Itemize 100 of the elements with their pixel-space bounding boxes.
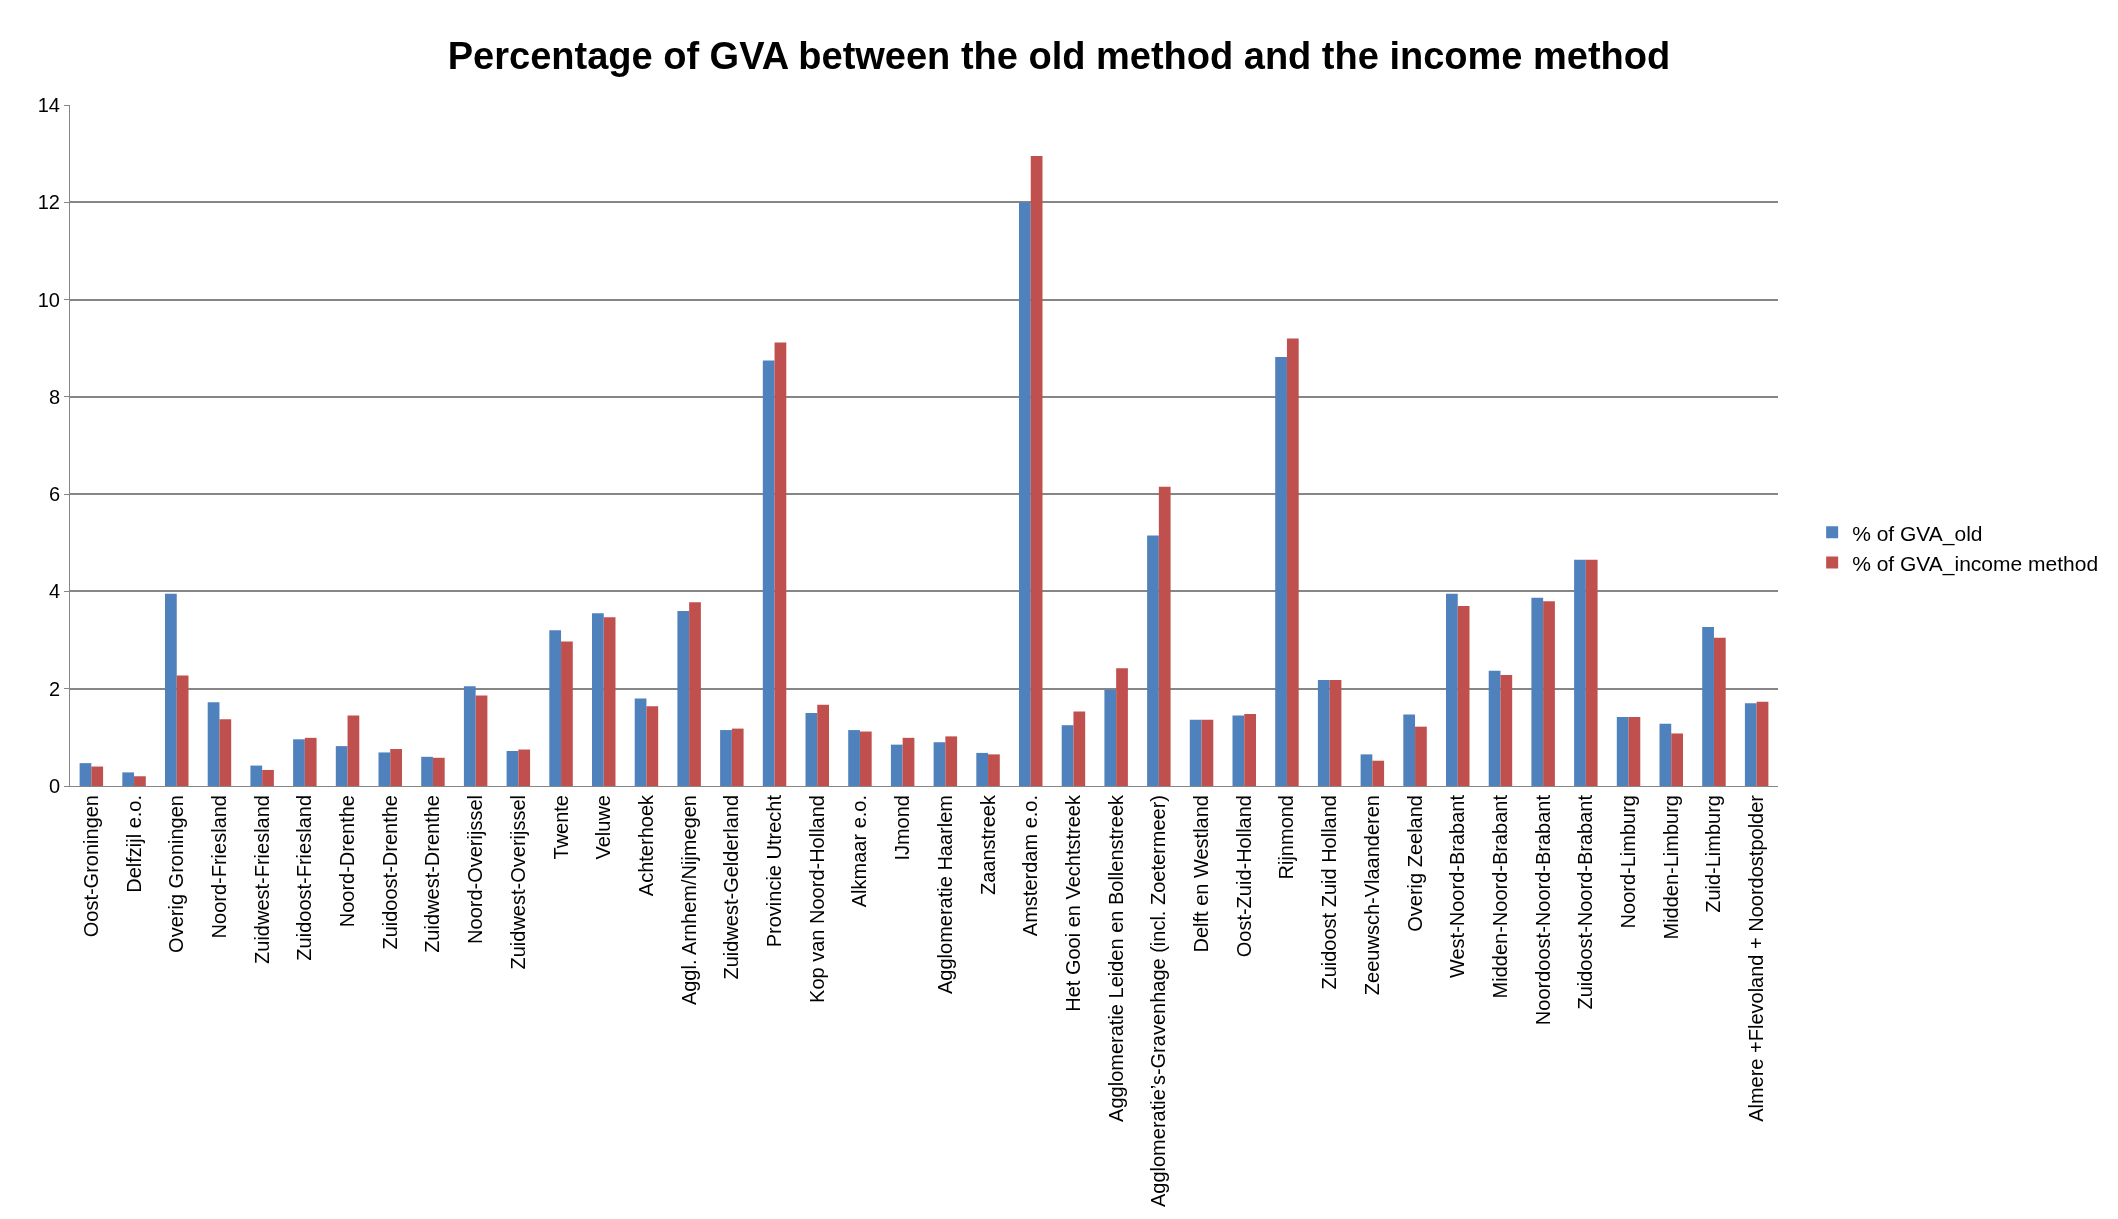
- y-tick-label: 4: [48, 580, 60, 603]
- bar: [219, 719, 232, 786]
- bar: [176, 675, 189, 786]
- bar: [592, 613, 604, 786]
- bar: [1756, 701, 1769, 786]
- bar: [945, 736, 958, 786]
- bar: [646, 706, 659, 786]
- bar: [1189, 719, 1202, 786]
- bar: [1457, 606, 1470, 786]
- bar: [1201, 719, 1214, 786]
- bar: [1574, 559, 1586, 786]
- bar: [1286, 338, 1299, 786]
- bar: [1531, 597, 1544, 786]
- bar: [677, 610, 690, 786]
- bar: [207, 702, 220, 786]
- bar: [91, 766, 104, 786]
- bar: [1147, 535, 1159, 786]
- bar: [250, 765, 263, 786]
- bar: [976, 752, 989, 786]
- x-tick-label: Overig Groningen: [165, 795, 188, 953]
- bar: [1659, 723, 1672, 786]
- bar: [165, 593, 177, 786]
- bar: [1275, 356, 1287, 786]
- x-tick-label: Zuidwest-Overijssel: [506, 795, 529, 970]
- x-tick-label: Delft en Westland: [1190, 795, 1213, 953]
- bar: [463, 686, 476, 786]
- y-tick-label: 6: [48, 483, 60, 506]
- y-tick-label: 10: [37, 288, 60, 311]
- x-tick-label: Noord-Overijssel: [464, 795, 487, 944]
- bar: [1403, 714, 1416, 786]
- bar: [1360, 754, 1373, 786]
- bar: [79, 763, 92, 786]
- legend-label: % of GVA_old: [1852, 521, 1983, 546]
- x-tick-label: Zeeuwsch-Vlaanderen: [1360, 795, 1383, 996]
- bar: [561, 641, 573, 786]
- bar: [1061, 725, 1074, 786]
- bar: [549, 630, 562, 786]
- x-tick-label: Zuidoost-Noord-Brabant: [1574, 794, 1597, 1010]
- x-tick-label: Zaanstreek: [976, 794, 999, 896]
- x-tick-label: Noordoost-Noord-Brabant: [1531, 794, 1554, 1026]
- bar: [421, 756, 433, 786]
- x-tick-label: IJmond: [891, 795, 914, 861]
- bar: [1073, 711, 1086, 786]
- x-tick-label: Zuidoost Zuid Holland: [1318, 795, 1341, 990]
- x-tick-label: West-Noord-Brabant: [1446, 794, 1469, 979]
- bar: [1744, 703, 1757, 786]
- x-tick-label: Noord-Friesland: [207, 795, 230, 939]
- bar: [1019, 202, 1031, 786]
- y-tick-label: 14: [37, 94, 60, 116]
- bar: [1158, 486, 1171, 786]
- bar: [1543, 601, 1555, 786]
- bar: [774, 342, 787, 786]
- x-tick-label: Twente: [549, 795, 572, 860]
- bar: [1329, 679, 1342, 786]
- x-tick-label: Kop van Noord-Holland: [805, 795, 828, 1003]
- bar: [689, 602, 701, 786]
- x-tick-label: Alkmaar e.o.: [848, 795, 871, 908]
- bar: [1702, 626, 1714, 786]
- bar: [1104, 689, 1117, 786]
- bar: [805, 713, 818, 786]
- bar: [1713, 637, 1726, 786]
- x-tick-label: Noord-Drenthe: [336, 795, 359, 928]
- bar: [506, 750, 519, 786]
- bar: [1372, 760, 1385, 786]
- bar: [890, 744, 903, 786]
- bar: [134, 776, 146, 786]
- x-tick-label: Het Gooi en Vechtstreek: [1061, 794, 1084, 1012]
- x-tick-label: Agglomeratie Leiden en Bollenstreek: [1104, 794, 1127, 1122]
- bar: [1317, 679, 1330, 786]
- bar: [933, 742, 946, 786]
- x-tick-label: Provincie Utrecht: [763, 794, 786, 948]
- bar: [720, 730, 732, 786]
- bar: [859, 731, 872, 786]
- x-tick-label: Achterhoek: [634, 794, 657, 897]
- x-tick-label: Oost-Zuid-Holland: [1232, 795, 1255, 958]
- bar: [988, 754, 1000, 786]
- bar: [475, 695, 488, 786]
- bar: [848, 730, 860, 786]
- bar: [902, 737, 915, 786]
- bar: [347, 715, 360, 786]
- x-tick-label: Veluwe: [592, 795, 615, 860]
- x-tick-label: Aggl. Arnhem/Nijmegen: [677, 795, 700, 1006]
- bar: [1030, 156, 1043, 786]
- x-tick-label: Zuidoost-Friesland: [293, 795, 316, 961]
- bar: [335, 746, 348, 786]
- bar: [1116, 668, 1128, 786]
- x-tick-label: Zuidoost-Drenthe: [378, 795, 401, 950]
- x-tick-label: Delfzijl e.o.: [122, 795, 145, 893]
- bar: [304, 737, 317, 786]
- x-tick-label: Midden-Noord-Brabant: [1488, 794, 1511, 999]
- x-tick-label: Midden-Limburg: [1659, 795, 1682, 940]
- bar: [518, 749, 531, 786]
- x-tick-label: Zuidwest-Friesland: [250, 795, 273, 964]
- bar: [1415, 726, 1427, 786]
- bar: [762, 360, 775, 786]
- x-tick-label: Almere +Flevoland + Noordostpolder: [1745, 794, 1768, 1122]
- x-tick-label: Noord-Limburg: [1617, 795, 1640, 929]
- bar: [1500, 675, 1513, 786]
- bar: [634, 698, 647, 786]
- x-tick-label: Zuidwest-Drenthe: [421, 795, 444, 953]
